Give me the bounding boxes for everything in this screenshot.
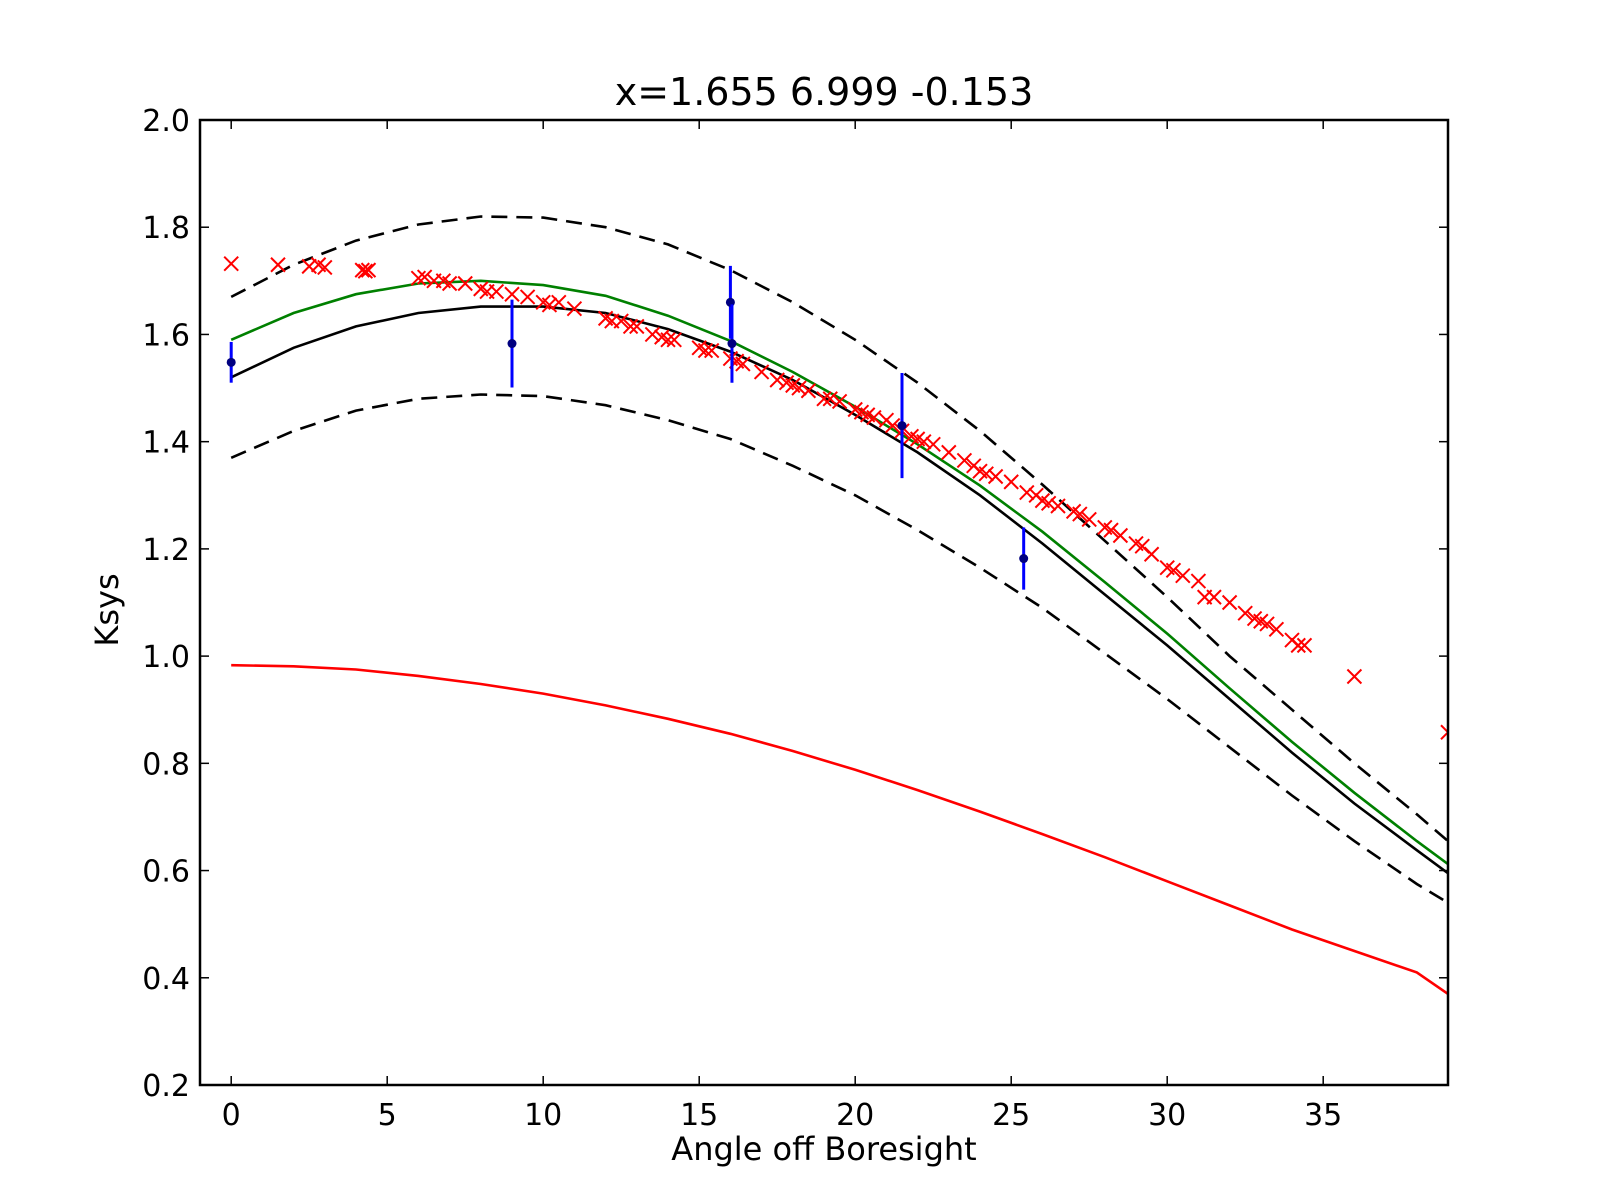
marker-point <box>703 342 720 359</box>
marker-point <box>360 262 377 278</box>
marker-point <box>1346 668 1363 685</box>
x-tick-label: 10 <box>524 1098 562 1133</box>
errorbar-point <box>725 297 735 307</box>
marker-point <box>1221 594 1238 611</box>
marker-point <box>301 258 317 275</box>
marker-point <box>1268 621 1285 638</box>
y-tick-label: 1.0 <box>142 640 190 675</box>
marker-point <box>816 391 832 407</box>
marker-point <box>441 275 458 292</box>
marker-point <box>504 286 520 302</box>
marker-point <box>317 259 333 276</box>
marker-point <box>822 391 838 407</box>
y-axis-label: Ksys <box>88 573 126 646</box>
plot-area <box>223 215 1448 995</box>
marker-point <box>416 269 433 285</box>
marker-point <box>1206 589 1222 605</box>
marker-point <box>1165 562 1182 579</box>
series-line-0 <box>230 305 1448 875</box>
series-line-2 <box>230 215 1448 843</box>
x-tick-label: 15 <box>680 1098 718 1133</box>
marker-point <box>1143 546 1160 562</box>
marker-point <box>357 263 374 279</box>
series-line-3 <box>230 393 1448 904</box>
y-tick-label: 1.4 <box>142 426 190 461</box>
marker-point <box>223 255 239 272</box>
marker-point <box>457 275 473 292</box>
marker-point <box>622 318 639 335</box>
marker-point <box>1190 573 1207 589</box>
marker-point <box>1050 498 1066 514</box>
marker-point <box>519 289 536 305</box>
marker-point <box>987 468 1004 485</box>
marker-point <box>1440 724 1448 740</box>
marker-point <box>1003 474 1019 490</box>
x-tick-label: 30 <box>1148 1098 1186 1133</box>
marker-point <box>1081 511 1097 528</box>
axes-ticks: 0 5 10 15 20 25 30 35 0.2 0.4 0.6 0.8 1.0 1.2 1.4 1.6 1.… <box>142 104 1448 1133</box>
marker-point <box>613 313 629 329</box>
marker-point <box>644 326 661 343</box>
marker-point <box>769 372 785 388</box>
marker-point <box>1040 495 1057 512</box>
marker-point <box>800 383 817 399</box>
marker-point <box>270 257 286 273</box>
marker-point <box>831 393 848 410</box>
x-tick-label: 5 <box>378 1098 397 1133</box>
y-tick-label: 1.2 <box>142 533 190 568</box>
marker-point <box>916 433 932 450</box>
marker-point <box>660 332 676 348</box>
y-tick-label: 1.6 <box>142 318 190 353</box>
errorbar-point <box>507 339 517 349</box>
marker-point <box>1290 637 1306 654</box>
series-line-4 <box>231 663 1448 995</box>
marker-point <box>1259 616 1275 632</box>
x-tick-label: 35 <box>1304 1098 1342 1133</box>
series-line-1 <box>230 279 1448 866</box>
x-axis-label: Angle off Boresight <box>671 1130 976 1168</box>
marker-point <box>1072 506 1088 522</box>
y-tick-label: 2.0 <box>142 104 190 139</box>
marker-point <box>566 301 583 317</box>
marker-point <box>1296 637 1313 654</box>
marker-point <box>1237 605 1253 621</box>
errorbar-point <box>727 339 737 349</box>
marker-point <box>697 342 714 359</box>
errorbar-point <box>226 357 236 367</box>
y-tick-label: 0.2 <box>142 1069 190 1104</box>
plot-frame <box>198 118 1450 1087</box>
chart-title: x=1.655 6.999 -0.153 <box>615 70 1034 114</box>
y-tick-label: 0.6 <box>142 855 190 890</box>
marker-point <box>884 417 901 434</box>
marker-point <box>551 294 567 310</box>
marker-point <box>956 452 973 469</box>
x-tick-label: 0 <box>222 1098 241 1133</box>
marker-point <box>1019 484 1035 501</box>
marker-point <box>410 270 427 286</box>
marker-point <box>941 444 957 461</box>
marker-point <box>978 466 994 482</box>
marker-point <box>629 318 645 335</box>
marker-point <box>541 297 558 313</box>
marker-point <box>866 409 882 426</box>
x-tick-label: 20 <box>836 1098 874 1133</box>
y-tick-label: 1.8 <box>142 211 190 246</box>
marker-point <box>735 356 751 372</box>
marker-point <box>791 380 807 396</box>
marker-point <box>1175 567 1191 584</box>
errorbar-point <box>897 421 907 431</box>
x-tick-label: 25 <box>992 1098 1030 1133</box>
y-tick-label: 0.4 <box>142 962 190 997</box>
marker-point <box>354 262 370 278</box>
marker-point <box>1103 522 1119 538</box>
marker-point <box>1112 527 1129 544</box>
errorbar-point <box>1019 554 1029 564</box>
marker-point <box>925 436 941 453</box>
y-tick-label: 0.8 <box>142 747 190 782</box>
marker-point <box>488 283 505 300</box>
marker-point <box>753 364 770 380</box>
marker-point <box>666 332 682 348</box>
